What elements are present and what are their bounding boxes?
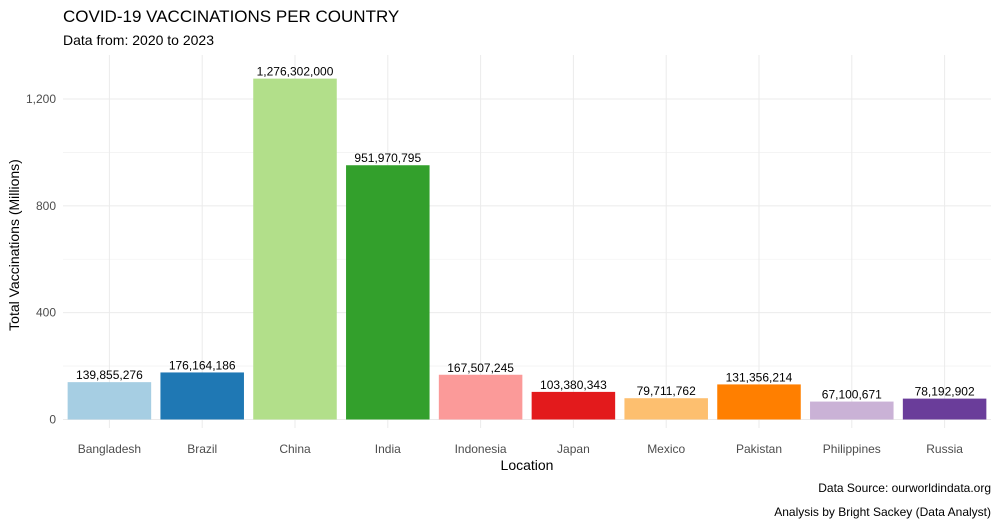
x-tick-label: Mexico bbox=[647, 442, 685, 456]
bar-value-label: 951,970,795 bbox=[354, 151, 421, 165]
x-tick-label: Philippines bbox=[823, 442, 881, 456]
bar bbox=[717, 384, 801, 420]
y-tick-label: 400 bbox=[36, 306, 56, 320]
data-labels: 139,855,276 176,164,186 1,276,302,000 951,9… bbox=[76, 65, 975, 402]
bar bbox=[624, 398, 708, 420]
x-tick-label: Japan bbox=[557, 442, 590, 456]
chart-title: COVID-19 VACCINATIONS PER COUNTRY bbox=[63, 7, 399, 26]
bar-value-label: 78,192,902 bbox=[915, 385, 975, 399]
caption-author: Analysis by Bright Sackey (Data Analyst) bbox=[774, 505, 991, 519]
bar-value-label: 167,507,245 bbox=[447, 361, 514, 375]
bar-value-label: 103,380,343 bbox=[540, 378, 607, 392]
bars bbox=[67, 78, 987, 420]
x-axis-title: Location bbox=[501, 457, 554, 473]
bar bbox=[438, 374, 523, 420]
x-tick-label: Russia bbox=[926, 442, 963, 456]
bar bbox=[253, 78, 337, 420]
bar-value-label: 131,356,214 bbox=[726, 370, 793, 384]
bar bbox=[531, 391, 616, 420]
grid-lines bbox=[63, 55, 991, 428]
bar-value-label: 1,276,302,000 bbox=[257, 65, 334, 79]
bar bbox=[810, 401, 894, 420]
bar bbox=[346, 165, 430, 420]
bar bbox=[67, 382, 152, 420]
y-axis-ticks: 0 400 800 1,200 bbox=[26, 92, 56, 427]
bar-value-label: 176,164,186 bbox=[169, 358, 236, 372]
x-tick-label: Bangladesh bbox=[78, 442, 141, 456]
x-tick-label: Pakistan bbox=[736, 442, 782, 456]
bar-value-label: 79,711,762 bbox=[637, 384, 696, 398]
chart-subtitle: Data from: 2020 to 2023 bbox=[63, 32, 214, 48]
y-tick-label: 800 bbox=[36, 199, 56, 213]
y-axis-title: Total Vaccinations (Millions) bbox=[6, 159, 22, 331]
x-tick-label: Brazil bbox=[187, 442, 217, 456]
bar bbox=[160, 372, 244, 420]
y-tick-label: 0 bbox=[49, 413, 56, 427]
y-tick-label: 1,200 bbox=[26, 92, 56, 106]
x-tick-label: China bbox=[279, 442, 311, 456]
bar bbox=[902, 398, 987, 420]
x-axis-ticks: Bangladesh Brazil China India Indonesia Japan… bbox=[78, 442, 964, 456]
bar-value-label: 139,855,276 bbox=[76, 368, 143, 382]
caption-source: Data Source: ourworldindata.org bbox=[818, 481, 991, 495]
x-tick-label: Indonesia bbox=[455, 442, 507, 456]
bar-value-label: 67,100,671 bbox=[822, 388, 882, 402]
x-tick-label: India bbox=[375, 442, 401, 456]
